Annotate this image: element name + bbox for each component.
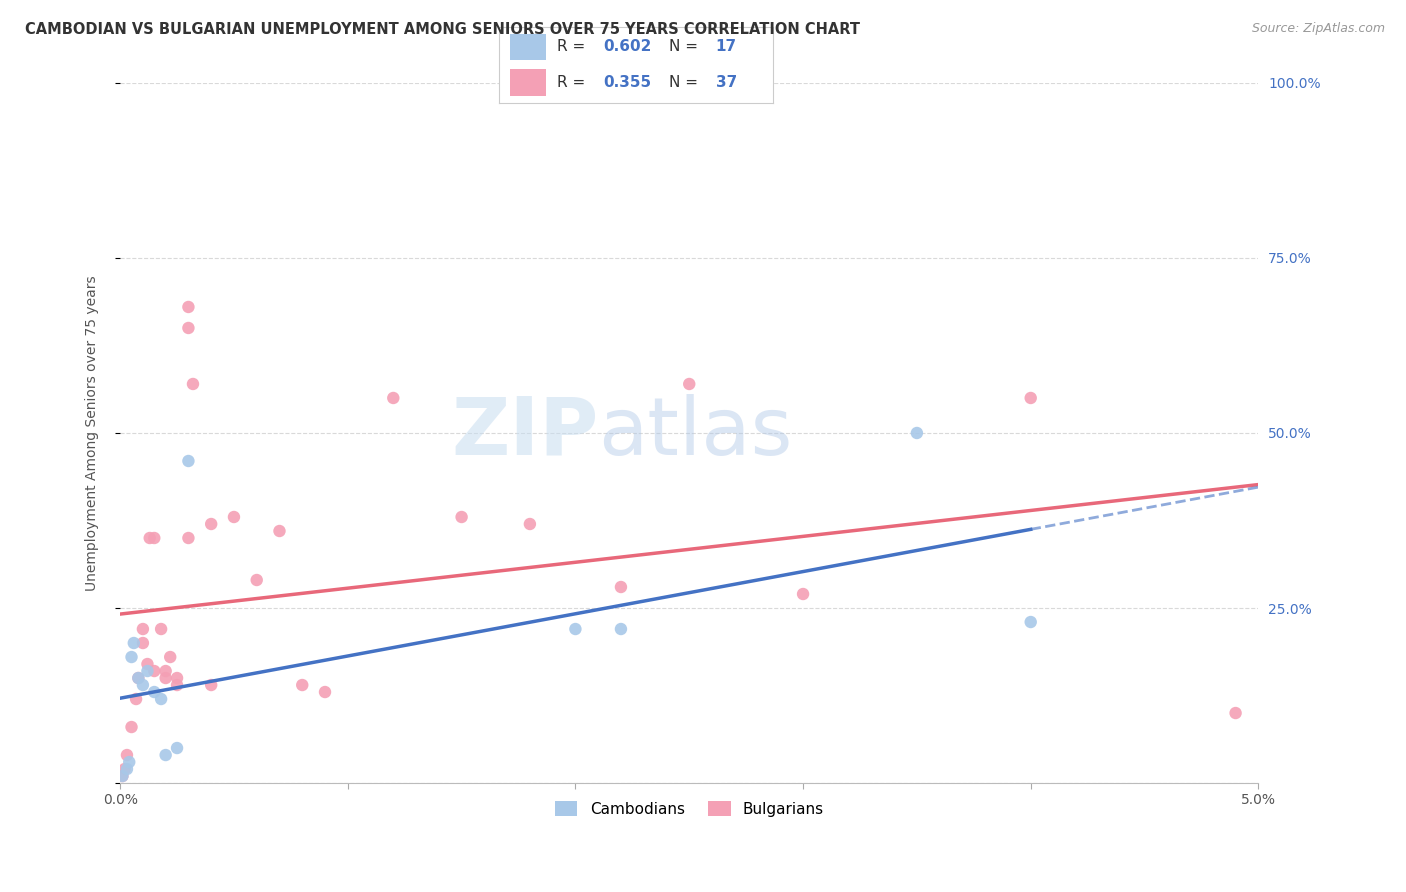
Point <box>166 678 188 692</box>
Text: N =: N = <box>669 39 703 54</box>
Text: atlas: atlas <box>598 394 793 472</box>
Point <box>1019 391 1042 405</box>
Point <box>291 678 314 692</box>
Point <box>150 692 173 706</box>
Point <box>564 622 586 636</box>
Point <box>121 650 143 665</box>
Text: ZIP: ZIP <box>451 394 598 472</box>
Text: Source: ZipAtlas.com: Source: ZipAtlas.com <box>1251 22 1385 36</box>
Point <box>1019 615 1042 629</box>
Point <box>127 671 149 685</box>
Bar <box>510 70 546 95</box>
Point <box>138 531 160 545</box>
Point <box>177 454 200 468</box>
Text: 0.602: 0.602 <box>603 39 652 54</box>
Point <box>177 531 200 545</box>
Point <box>792 587 814 601</box>
Point <box>155 671 177 685</box>
Point <box>143 531 166 545</box>
Point <box>155 747 177 762</box>
Point <box>125 692 148 706</box>
Point <box>132 636 155 650</box>
Point <box>115 747 138 762</box>
Point <box>177 300 200 314</box>
Point <box>382 391 405 405</box>
Point <box>143 664 166 678</box>
Legend: Cambodians, Bulgarians: Cambodians, Bulgarians <box>547 793 831 824</box>
Point <box>678 376 700 391</box>
Text: R =: R = <box>557 75 591 90</box>
Point <box>181 376 204 391</box>
Point <box>177 321 200 335</box>
Point <box>166 671 188 685</box>
Point <box>111 769 134 783</box>
Point <box>136 657 159 671</box>
Y-axis label: Unemployment Among Seniors over 75 years: Unemployment Among Seniors over 75 years <box>86 275 100 591</box>
Point <box>159 650 181 665</box>
Point <box>118 755 141 769</box>
Point <box>200 516 222 531</box>
Point <box>111 769 134 783</box>
Point <box>114 762 136 776</box>
Point <box>132 622 155 636</box>
Text: 17: 17 <box>716 39 737 54</box>
Text: CAMBODIAN VS BULGARIAN UNEMPLOYMENT AMONG SENIORS OVER 75 YEARS CORRELATION CHAR: CAMBODIAN VS BULGARIAN UNEMPLOYMENT AMON… <box>25 22 860 37</box>
Point <box>127 671 149 685</box>
Point <box>155 664 177 678</box>
Point <box>222 510 245 524</box>
Point <box>1225 706 1247 720</box>
Point <box>121 720 143 734</box>
Point <box>200 678 222 692</box>
Point <box>246 573 269 587</box>
Point <box>132 678 155 692</box>
Bar <box>510 34 546 60</box>
Point <box>122 636 145 650</box>
Point <box>166 741 188 756</box>
Point <box>519 516 541 531</box>
Point <box>610 622 633 636</box>
Point <box>115 762 138 776</box>
Point <box>136 664 159 678</box>
Point <box>143 685 166 699</box>
Text: R =: R = <box>557 39 591 54</box>
Point <box>450 510 472 524</box>
Point <box>905 425 928 440</box>
Text: N =: N = <box>669 75 703 90</box>
Point <box>314 685 336 699</box>
Text: 37: 37 <box>716 75 737 90</box>
Point <box>150 622 173 636</box>
Text: 0.355: 0.355 <box>603 75 651 90</box>
Point <box>610 580 633 594</box>
Point <box>269 524 291 538</box>
